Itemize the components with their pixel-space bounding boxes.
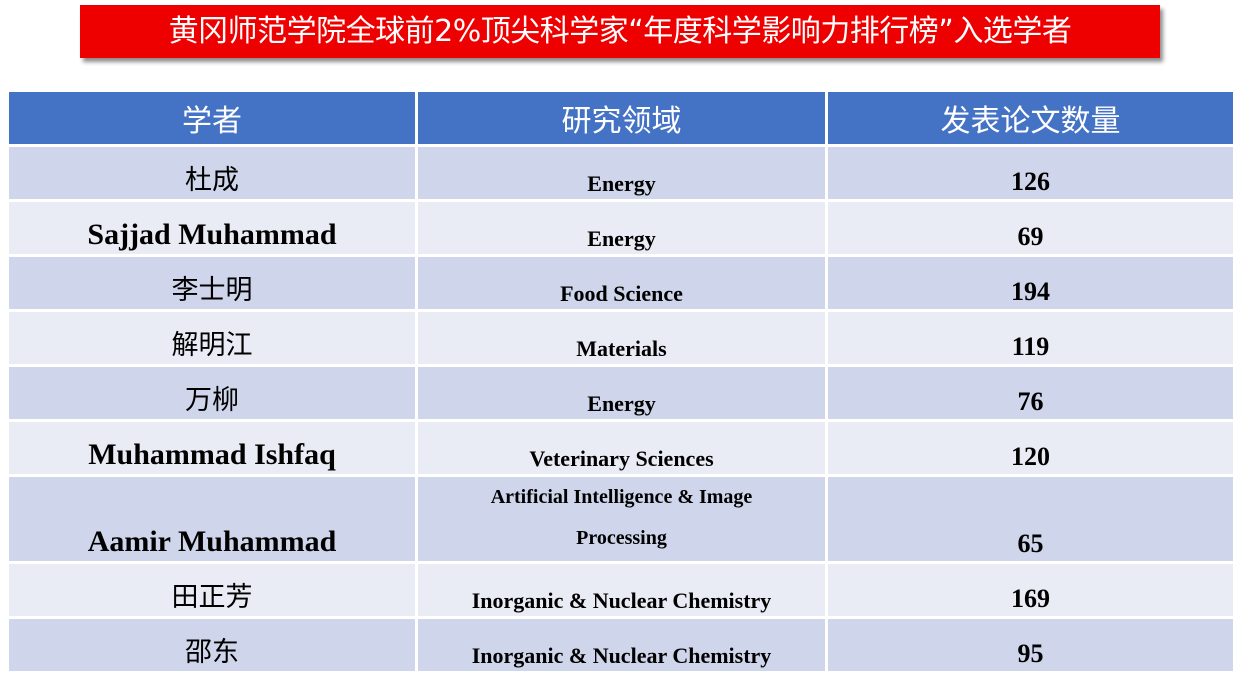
paper-count: 119 (825, 309, 1236, 367)
table-row: 田正芳 Inorganic & Nuclear Chemistry 169 (6, 561, 1236, 619)
scholar-name: 田正芳 (6, 561, 418, 619)
table-row: 杜成 Energy 126 (6, 144, 1236, 202)
scholar-name: 杜成 (6, 144, 418, 202)
research-field: Energy (415, 364, 828, 422)
header-scholar: 学者 (6, 89, 418, 147)
paper-count: 126 (825, 144, 1236, 202)
research-field: Inorganic & Nuclear Chemistry (415, 616, 828, 674)
table-row: Aamir Muhammad Artificial Intelligence &… (6, 474, 1236, 564)
table-row: 邵东 Inorganic & Nuclear Chemistry 95 (6, 616, 1236, 674)
scholar-name: Muhammad Ishfaq (6, 419, 418, 477)
page-title: 黄冈师范学院全球前2%顶尖科学家“年度科学影响力排行榜”入选学者 (80, 5, 1160, 58)
research-field: Inorganic & Nuclear Chemistry (415, 561, 828, 619)
table-row: Muhammad Ishfaq Veterinary Sciences 120 (6, 419, 1236, 477)
header-field: 研究领域 (415, 89, 828, 147)
table-row: 解明江 Materials 119 (6, 309, 1236, 367)
header-paper-count: 发表论文数量 (825, 89, 1236, 147)
paper-count: 169 (825, 561, 1236, 619)
scholar-name: 解明江 (6, 309, 418, 367)
paper-count: 69 (825, 199, 1236, 257)
scholar-name: Sajjad Muhammad (6, 199, 418, 257)
table-header-row: 学者 研究领域 发表论文数量 (6, 89, 1236, 147)
paper-count: 194 (825, 254, 1236, 312)
research-field: Energy (415, 144, 828, 202)
paper-count: 95 (825, 616, 1236, 674)
research-field: Food Science (415, 254, 828, 312)
research-field: Veterinary Sciences (415, 419, 828, 477)
table-row: 李士明 Food Science 194 (6, 254, 1236, 312)
scholar-name: 李士明 (6, 254, 418, 312)
paper-count: 76 (825, 364, 1236, 422)
table-row: Sajjad Muhammad Energy 69 (6, 199, 1236, 257)
research-field: Artificial Intelligence & Image Processi… (415, 474, 828, 564)
research-field: Energy (415, 199, 828, 257)
paper-count: 65 (825, 474, 1236, 564)
research-field: Materials (415, 309, 828, 367)
scholar-name: 万柳 (6, 364, 418, 422)
paper-count: 120 (825, 419, 1236, 477)
scholar-name: Aamir Muhammad (6, 474, 418, 564)
scholar-name: 邵东 (6, 616, 418, 674)
table-row: 万柳 Energy 76 (6, 364, 1236, 422)
scholars-table: 学者 研究领域 发表论文数量 杜成 Energy 126 Sajjad Muha… (6, 89, 1236, 674)
